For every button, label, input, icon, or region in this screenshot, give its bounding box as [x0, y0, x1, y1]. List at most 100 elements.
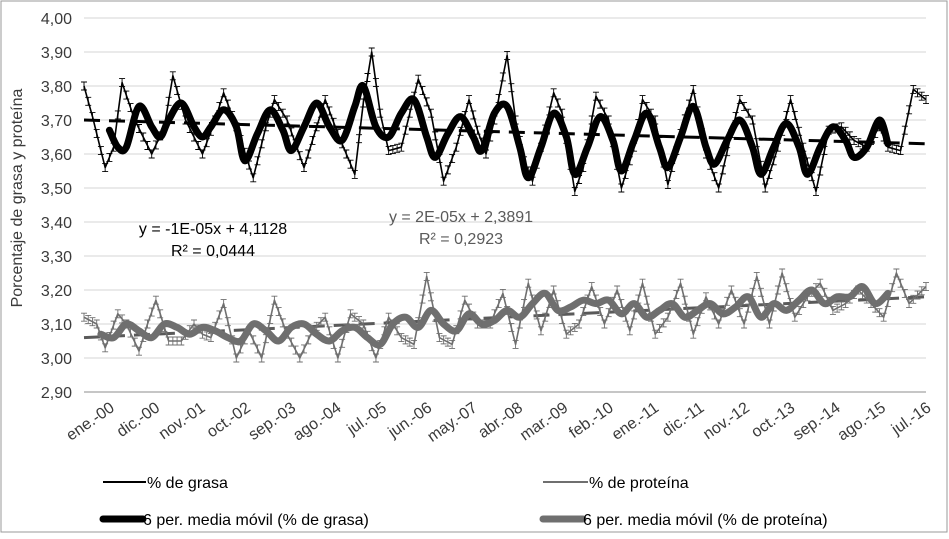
error-bar	[504, 305, 511, 315]
error-bar	[356, 316, 363, 326]
error-bar	[702, 292, 709, 302]
error-bar	[766, 319, 773, 329]
error-bar	[491, 309, 498, 319]
error-bar	[605, 115, 612, 125]
error-bar	[157, 309, 164, 319]
error-bar	[567, 160, 574, 170]
error-bar	[419, 294, 426, 304]
error-bar	[326, 106, 333, 116]
error-bar	[677, 278, 684, 288]
error-bar	[216, 310, 223, 320]
error-bar	[779, 126, 786, 136]
error-bar	[872, 129, 879, 139]
error-bar	[715, 183, 722, 193]
y-tick-label: 3,60	[41, 147, 72, 164]
error-bar	[829, 305, 836, 315]
error-bar	[495, 94, 502, 103]
error-bar	[829, 124, 836, 134]
error-bar	[867, 135, 874, 145]
legend-item-proteina: % de proteína	[543, 475, 689, 492]
error-bar	[863, 294, 870, 304]
error-bar	[559, 108, 566, 118]
error-bar	[576, 175, 583, 184]
error-bar	[102, 343, 109, 353]
error-bar	[508, 322, 515, 332]
y-tick-label: 3,40	[41, 215, 72, 232]
error-bar	[626, 156, 633, 166]
error-bar	[140, 132, 147, 142]
error-bar	[487, 132, 494, 142]
error-bar	[698, 128, 705, 137]
error-bar	[800, 299, 807, 309]
error-bar	[609, 296, 616, 306]
error-bar	[711, 310, 718, 320]
legend-label-mm-grasa: 6 per. media móvil (% de grasa)	[143, 512, 369, 529]
error-bar	[356, 134, 363, 144]
error-bar	[554, 300, 561, 310]
error-bar	[427, 108, 434, 118]
error-bar	[131, 337, 138, 347]
error-bar	[796, 305, 803, 315]
error-bar	[144, 141, 151, 150]
error-bar	[707, 301, 714, 311]
error-bar	[872, 303, 879, 313]
error-bar	[106, 152, 113, 162]
error-bar	[191, 132, 198, 142]
error-bar	[656, 137, 663, 146]
error-bar	[119, 78, 126, 88]
error-bar	[85, 315, 92, 324]
legend-item-mm-proteina: 6 per. media móvil (% de proteína)	[539, 512, 828, 529]
error-bar	[254, 156, 261, 166]
error-bar	[652, 115, 659, 125]
error-bar	[884, 142, 891, 152]
error-bar	[89, 112, 96, 122]
error-bar	[267, 315, 274, 324]
error-bar	[914, 88, 921, 98]
error-bar	[398, 142, 405, 152]
error-bar	[901, 125, 908, 135]
error-bar	[694, 106, 701, 116]
error-bar	[199, 329, 206, 339]
error-bar	[97, 146, 104, 156]
legend-label-mm-proteina: 6 per. media móvil (% de proteína)	[583, 512, 828, 529]
error-bar	[372, 353, 379, 363]
error-bar	[119, 314, 126, 324]
error-bar	[681, 114, 688, 124]
error-bar	[821, 287, 828, 297]
error-bar	[812, 283, 819, 293]
y-tick-label: 3,70	[41, 113, 72, 130]
error-bar	[631, 310, 638, 320]
error-bar	[660, 158, 667, 168]
legend-item-mm-grasa: 6 per. media móvil (% de grasa)	[99, 512, 369, 529]
error-bar	[110, 320, 117, 330]
error-bar	[449, 339, 456, 349]
error-bar	[686, 312, 693, 322]
error-bar	[639, 95, 646, 105]
error-bar	[432, 312, 439, 322]
error-bar	[220, 88, 227, 98]
error-bar	[529, 176, 536, 186]
y-tick-label: 2,90	[41, 385, 72, 402]
error-bar	[508, 83, 515, 93]
error-bar	[732, 112, 739, 122]
error-bar	[339, 139, 346, 149]
error-bar	[461, 111, 468, 120]
error-bar	[347, 159, 354, 169]
error-bar	[415, 74, 422, 84]
error-bar	[812, 186, 819, 196]
error-bar	[203, 138, 210, 148]
y-tick-labels: 2,90 3,00 3,10 3,20 3,30 3,40 3,50 3,60 3,70 3,80…	[41, 11, 72, 402]
error-bar	[753, 138, 760, 148]
error-bar	[635, 118, 642, 128]
error-bar	[880, 312, 887, 322]
error-bar	[216, 101, 223, 111]
error-bar	[702, 149, 709, 159]
error-bar	[762, 303, 769, 313]
error-bar	[368, 342, 375, 352]
error-bar	[817, 166, 824, 176]
error-bar	[136, 124, 143, 133]
error-bar	[148, 307, 155, 317]
error-bar	[237, 135, 244, 144]
